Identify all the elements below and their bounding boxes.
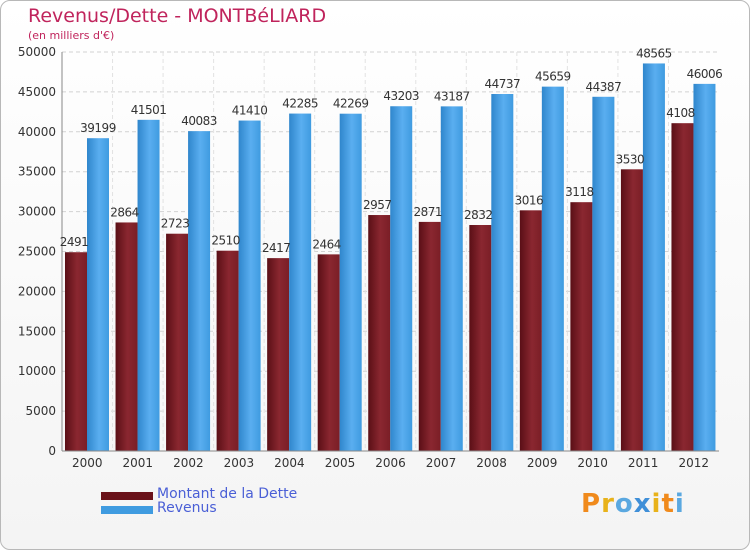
chart-subtitle: (en milliers d'€) — [28, 29, 115, 42]
bar-revenus — [339, 113, 362, 451]
legend-swatch-revenus — [101, 506, 153, 514]
bar-dette — [317, 254, 340, 451]
data-labels: 2491 39199 2864 41501 2723 40083 2510 41410 2417… — [60, 46, 723, 255]
data-label-dette: 2510 — [211, 234, 240, 248]
data-label-revenus: 44737 — [484, 77, 520, 91]
bar-revenus — [491, 93, 514, 451]
x-tick-label: 2004 — [274, 456, 305, 470]
x-tick-label: 2009 — [527, 456, 558, 470]
bar-dette — [267, 258, 290, 451]
legend-swatch-dette — [101, 492, 153, 500]
y-tick-label: 40000 — [18, 125, 56, 139]
data-label-dette: 2491 — [60, 235, 89, 249]
x-tick-label: 2001 — [123, 456, 154, 470]
data-label-dette: 2832 — [464, 208, 493, 222]
bar-dette — [570, 202, 593, 451]
y-tick-label: 10000 — [18, 364, 56, 378]
y-tick-label: 20000 — [18, 284, 56, 298]
bar-dette — [418, 221, 441, 451]
bar-dette — [216, 250, 239, 451]
data-label-dette: 3530 — [616, 152, 645, 166]
bar-revenus — [541, 86, 564, 452]
legend-label-dette: Montant de la Dette — [157, 486, 298, 502]
bar-revenus — [592, 96, 615, 451]
bar-revenus — [642, 63, 665, 452]
x-tick-label: 2005 — [325, 456, 356, 470]
chart-title: Revenus/Dette - MONTBéLIARD — [28, 5, 327, 27]
data-label-dette: 2464 — [312, 237, 341, 251]
bar-revenus — [87, 138, 109, 451]
y-tick-label: 50000 — [18, 45, 56, 59]
data-label-dette: 3016 — [515, 193, 544, 207]
bar-revenus — [289, 113, 312, 451]
bar-dette — [368, 215, 391, 451]
data-label-revenus: 46006 — [687, 67, 723, 81]
bar-revenus — [238, 120, 261, 451]
proxiti-logo: Proxiti — [581, 489, 685, 519]
data-label-dette: 2957 — [363, 198, 392, 212]
data-label-dette: 4108 — [666, 106, 695, 120]
data-label-revenus: 40083 — [181, 114, 217, 128]
y-tick-label: 30000 — [18, 205, 56, 219]
y-tick-label: 5000 — [25, 404, 56, 418]
bar-dette — [469, 225, 492, 451]
data-label-dette: 2723 — [161, 217, 190, 231]
data-label-revenus: 43203 — [383, 89, 419, 103]
y-tick-label: 45000 — [18, 85, 56, 99]
bar-dette — [115, 222, 138, 451]
data-label-revenus: 41410 — [232, 104, 268, 118]
x-tick-label: 2002 — [173, 456, 204, 470]
x-tick-label: 2011 — [628, 456, 659, 470]
y-tick-label: 25000 — [18, 245, 56, 259]
bar-dette — [166, 233, 189, 451]
bar-dette — [671, 123, 694, 451]
data-label-revenus: 45659 — [535, 70, 571, 84]
x-tick-label: 2008 — [476, 456, 507, 470]
x-tick-label: 2006 — [375, 456, 406, 470]
legend-label-revenus: Revenus — [157, 500, 217, 516]
data-label-revenus: 43187 — [434, 89, 470, 103]
x-tick-label: 2007 — [426, 456, 457, 470]
data-label-dette: 2417 — [262, 241, 291, 255]
bar-revenus — [137, 119, 160, 451]
bar-dette — [65, 252, 87, 451]
x-tick-label: 2000 — [72, 456, 103, 470]
data-label-revenus: 48565 — [636, 46, 672, 60]
bar-dette — [620, 169, 643, 451]
bars — [65, 63, 716, 452]
y-tick-label: 0 — [48, 444, 56, 458]
x-tick-label: 2010 — [577, 456, 608, 470]
data-label-dette: 3118 — [565, 185, 594, 199]
bar-revenus — [440, 106, 463, 451]
data-label-revenus: 42285 — [282, 97, 318, 111]
bar-revenus — [390, 106, 413, 452]
x-tick-label: 2012 — [678, 456, 709, 470]
data-label-dette: 2871 — [413, 205, 442, 219]
data-label-revenus: 42269 — [333, 97, 369, 111]
data-label-dette: 2864 — [110, 205, 139, 219]
axes: 0 5000 10000 15000 20000 25000 30000 35000 40000… — [18, 45, 719, 470]
y-tick-label: 15000 — [18, 324, 56, 338]
x-tick-label: 2003 — [224, 456, 255, 470]
bar-revenus — [188, 131, 211, 451]
y-tick-label: 35000 — [18, 165, 56, 179]
bar-dette — [519, 210, 542, 451]
bar-revenus — [693, 83, 716, 451]
data-label-revenus: 44387 — [586, 80, 622, 94]
data-label-revenus: 41501 — [131, 103, 167, 117]
data-label-revenus: 39199 — [80, 121, 116, 135]
